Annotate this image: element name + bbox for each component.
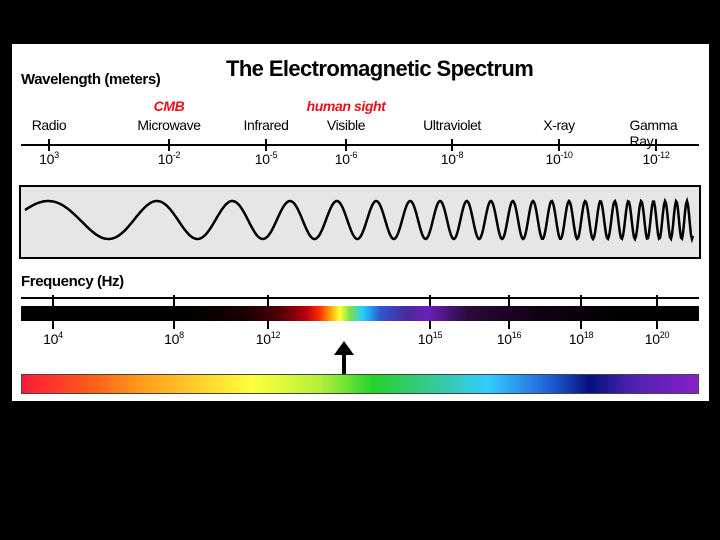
band-note-human-sight: human sight bbox=[306, 98, 386, 114]
up-arrow-icon bbox=[334, 341, 354, 376]
wavelength-tick-label: 10-6 bbox=[334, 150, 358, 167]
wave-line bbox=[24, 196, 695, 244]
wave-box bbox=[19, 185, 701, 259]
wavelength-tick-label: 10-8 bbox=[440, 150, 464, 167]
band-label-microwave: Microwave bbox=[137, 117, 201, 133]
band-note-cmb: CMB bbox=[153, 98, 185, 114]
frequency-tick-label: 1012 bbox=[255, 330, 281, 347]
wavelength-tick-label: 10-5 bbox=[254, 150, 278, 167]
frequency-heading: Frequency (Hz) bbox=[21, 273, 124, 290]
frequency-tick-label: 1015 bbox=[417, 330, 443, 347]
band-label-radio: Radio bbox=[31, 117, 67, 133]
frequency-tick-label: 1020 bbox=[644, 330, 670, 347]
band-label-ultraviolet: Ultraviolet bbox=[423, 117, 481, 133]
band-label-visible: Visible bbox=[326, 117, 366, 133]
band-label-infrared: Infrared bbox=[243, 117, 289, 133]
frequency-color-bar bbox=[21, 306, 699, 321]
visible-light-rainbow bbox=[21, 374, 699, 394]
frequency-tick-label: 1018 bbox=[568, 330, 594, 347]
wavelength-tick-label: 10-12 bbox=[642, 150, 670, 167]
wavelength-tick-label: 103 bbox=[39, 150, 59, 167]
frequency-tick-label: 1016 bbox=[496, 330, 522, 347]
wavelength-heading: Wavelength (meters) bbox=[21, 71, 161, 88]
wavelength-tick-label: 10-10 bbox=[545, 150, 573, 167]
wavelength-tick-label: 10-2 bbox=[157, 150, 181, 167]
frequency-tick-label: 104 bbox=[43, 330, 63, 347]
spectrum-panel: The Electromagnetic Spectrum Wavelength … bbox=[12, 44, 709, 401]
frequency-tick-label: 108 bbox=[164, 330, 184, 347]
axes-layer bbox=[21, 139, 699, 329]
diagram-title: The Electromagnetic Spectrum bbox=[226, 56, 534, 81]
band-label-x-ray: X-ray bbox=[543, 117, 575, 133]
pointer-layer bbox=[334, 341, 354, 376]
band-label-gamma-ray: Gamma Ray bbox=[629, 117, 678, 149]
wave-graphic bbox=[24, 196, 695, 244]
